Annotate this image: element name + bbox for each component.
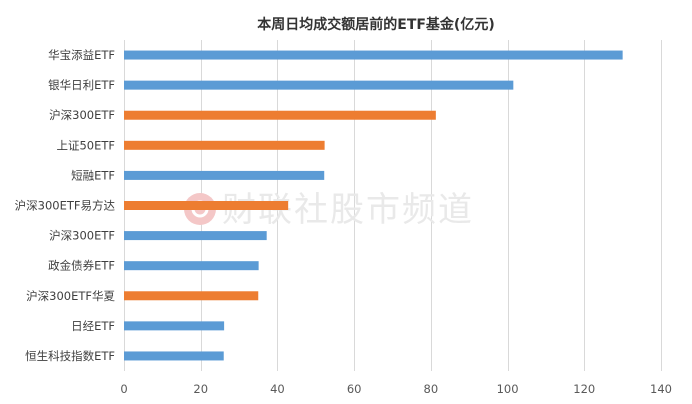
bar <box>124 201 289 210</box>
bar <box>124 321 225 331</box>
category-label: 华宝添益ETF <box>48 48 115 62</box>
bar <box>124 50 623 60</box>
bar <box>124 351 224 361</box>
bar <box>124 110 436 120</box>
category-label: 短融ETF <box>71 168 115 182</box>
category-label: 政金债券ETF <box>48 259 115 273</box>
category-label: 沪深300ETF易方达 <box>15 199 116 213</box>
x-tick-labels: 0 20 40 60 80 100 120 140 <box>120 382 672 396</box>
x-tick-label: 120 <box>573 382 595 396</box>
x-tick-label: 80 <box>424 382 439 396</box>
bar <box>124 80 514 90</box>
x-tick-label: 0 <box>120 382 127 396</box>
category-label: 沪深300ETF华夏 <box>26 289 115 303</box>
x-tick-label: 100 <box>497 382 519 396</box>
category-label: 沪深300ETF <box>49 108 115 122</box>
x-tick-label: 60 <box>347 382 362 396</box>
category-label: 恒生科技指数ETF <box>25 349 115 363</box>
category-label: 沪深300ETF <box>49 229 115 243</box>
x-tick-label: 40 <box>270 382 285 396</box>
category-label: 日经ETF <box>71 319 115 333</box>
x-tick-label: 20 <box>193 382 208 396</box>
category-labels: 华宝添益ETF 银华日利ETF 沪深300ETF 上证50ETF 短融ETF 沪深300E… <box>15 48 116 363</box>
bar <box>124 140 325 150</box>
category-label: 上证50ETF <box>56 138 115 152</box>
bar <box>124 261 259 271</box>
bar <box>124 231 267 241</box>
bar <box>124 291 259 301</box>
bar <box>124 170 325 180</box>
category-label: 银华日利ETF <box>48 78 115 92</box>
x-tick-label: 140 <box>650 382 672 396</box>
chart-title: 本周日均成交额居前的ETF基金(亿元) <box>257 16 494 33</box>
bars <box>124 50 623 361</box>
